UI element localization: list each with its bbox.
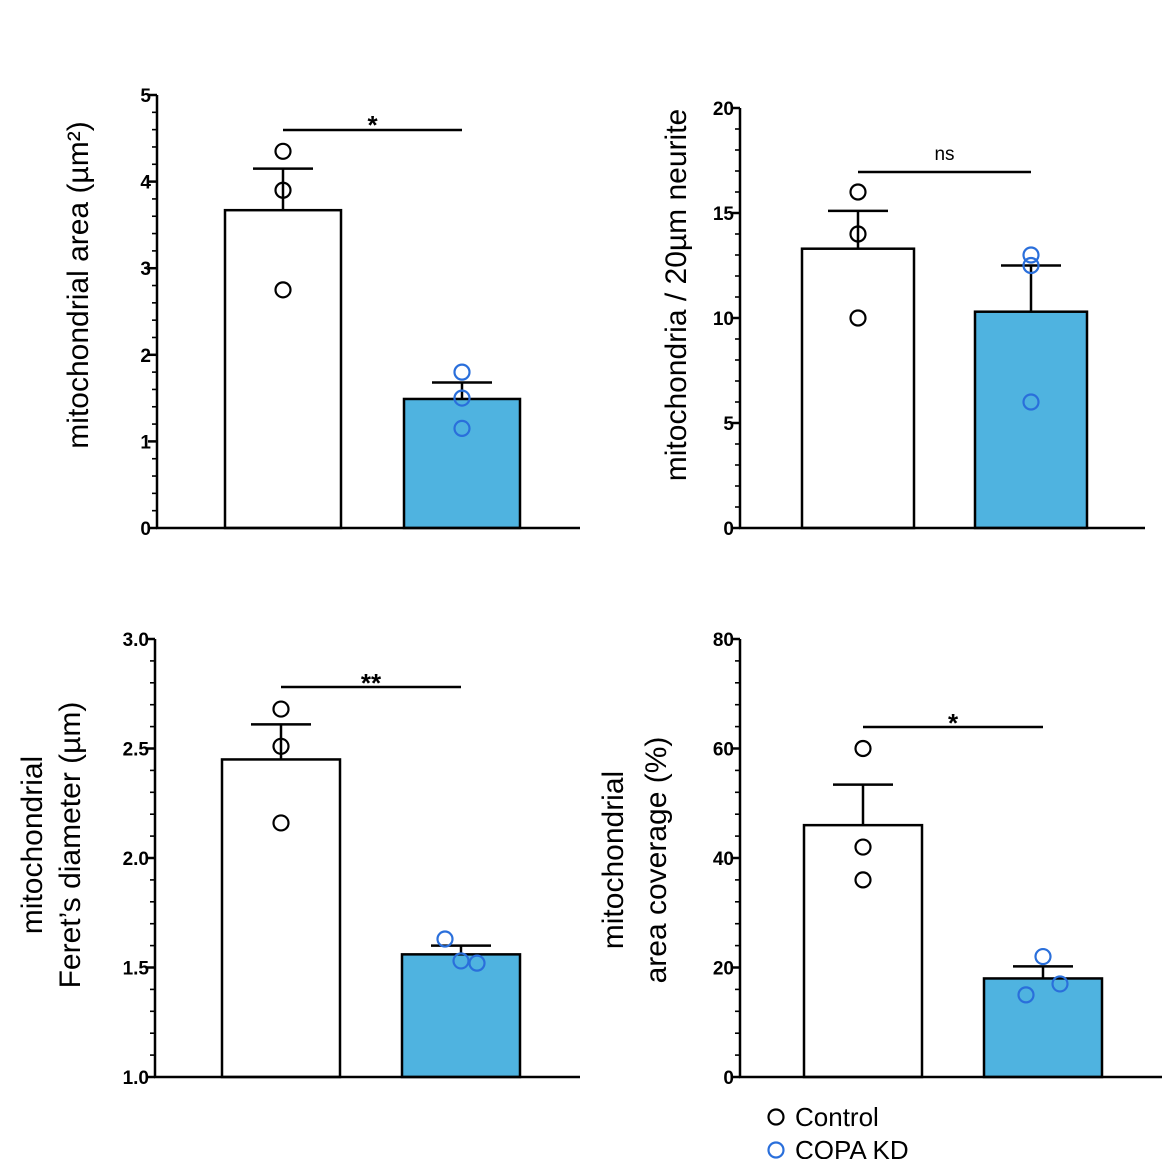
y-tick-label: 1 xyxy=(140,432,151,453)
data-point-copa-kd xyxy=(436,930,454,948)
y-tick-label: 10 xyxy=(713,309,734,330)
bar-copa-kd xyxy=(973,310,1089,530)
data-point-copa-kd xyxy=(453,389,471,407)
data-point-control xyxy=(272,814,290,832)
bar-copa-kd xyxy=(402,397,522,530)
y-tick-label: 0 xyxy=(723,519,734,540)
data-point-copa-kd xyxy=(1017,986,1035,1004)
y-axis-title: area coverage (%) xyxy=(640,737,673,984)
y-axis-title: Feret’s diameter (µm) xyxy=(54,702,87,989)
y-tick-label: 2.5 xyxy=(123,740,150,761)
y-tick-label: 15 xyxy=(713,204,735,225)
y-tick-label: 20 xyxy=(713,99,734,120)
bar-control xyxy=(220,758,342,1079)
data-point-control xyxy=(849,309,867,327)
data-point-control xyxy=(272,700,290,718)
bar-control xyxy=(800,247,916,530)
bar-copa-kd xyxy=(400,953,522,1079)
data-point-copa-kd xyxy=(453,419,471,438)
significance-label: * xyxy=(367,110,378,140)
significance-label: ** xyxy=(361,668,382,698)
y-axis-title: mitochondrial area (µm²) xyxy=(62,121,95,448)
chart-panel-top-left: 0 1 2 3 4 5 mitochondrial area (µm²) * xyxy=(62,86,580,540)
y-tick-label: 5 xyxy=(140,86,151,107)
y-tick-label: 3.0 xyxy=(123,630,149,651)
data-point-copa-kd xyxy=(1034,947,1052,966)
y-axis-title: mitochondrial xyxy=(16,756,49,934)
legend-label-copa-kd: COPA KD xyxy=(795,1135,909,1159)
significance-label: ns xyxy=(934,144,954,165)
y-tick-label: 2.0 xyxy=(123,849,149,870)
data-point-control xyxy=(274,181,292,199)
bar-copa-kd xyxy=(982,977,1104,1079)
bar-control xyxy=(802,823,924,1079)
significance-label: * xyxy=(948,708,959,738)
y-tick-label: 20 xyxy=(713,959,734,980)
y-tick-label: 2 xyxy=(140,346,151,367)
data-point-control xyxy=(854,838,872,856)
y-tick-label: 1.5 xyxy=(123,959,150,980)
data-point-control xyxy=(849,183,867,201)
data-point-control xyxy=(854,871,872,889)
data-point-control xyxy=(849,225,867,243)
y-axis-title: mitochondria / 20µm neurite xyxy=(660,109,693,481)
data-point-copa-kd xyxy=(452,952,470,970)
data-point-copa-kd xyxy=(1022,256,1040,275)
y-tick-label: 0 xyxy=(140,519,151,540)
data-point-control xyxy=(274,281,292,299)
chart-panel-bottom-right: 0 20 40 60 80 mitochondrial area coverage (%) * xyxy=(597,630,1162,1089)
data-point-copa-kd xyxy=(1022,246,1040,264)
data-point-copa-kd xyxy=(1022,393,1040,411)
y-tick-label: 0 xyxy=(723,1068,734,1089)
legend-label-control: Control xyxy=(795,1102,879,1132)
y-tick-label: 3 xyxy=(140,259,151,280)
y-tick-label: 4 xyxy=(140,173,151,194)
y-tick-label: 60 xyxy=(713,740,734,761)
data-point-control xyxy=(854,739,872,758)
y-axis-title: mitochondrial xyxy=(597,771,630,949)
legend: Control COPA KD xyxy=(767,1102,909,1159)
chart-panel-bottom-left: 1.0 1.5 2.0 2.5 3.0 mitochondrial Feret’s diam… xyxy=(16,630,580,1089)
legend-marker-copa-kd xyxy=(767,1141,785,1159)
chart-panel-top-right: 0 5 10 15 20 mitochondria / 20µm neurite ns xyxy=(660,99,1145,540)
y-tick-label: 5 xyxy=(723,414,734,435)
y-tick-label: 80 xyxy=(713,630,734,651)
data-point-control xyxy=(274,142,292,160)
legend-marker-control xyxy=(767,1108,785,1126)
data-point-control xyxy=(272,737,290,755)
data-point-copa-kd xyxy=(468,954,486,972)
y-tick-label: 40 xyxy=(713,849,734,870)
data-point-copa-kd xyxy=(1051,975,1069,993)
y-tick-label: 1.0 xyxy=(123,1068,149,1089)
bar-control xyxy=(223,208,343,530)
data-point-copa-kd xyxy=(453,363,471,381)
